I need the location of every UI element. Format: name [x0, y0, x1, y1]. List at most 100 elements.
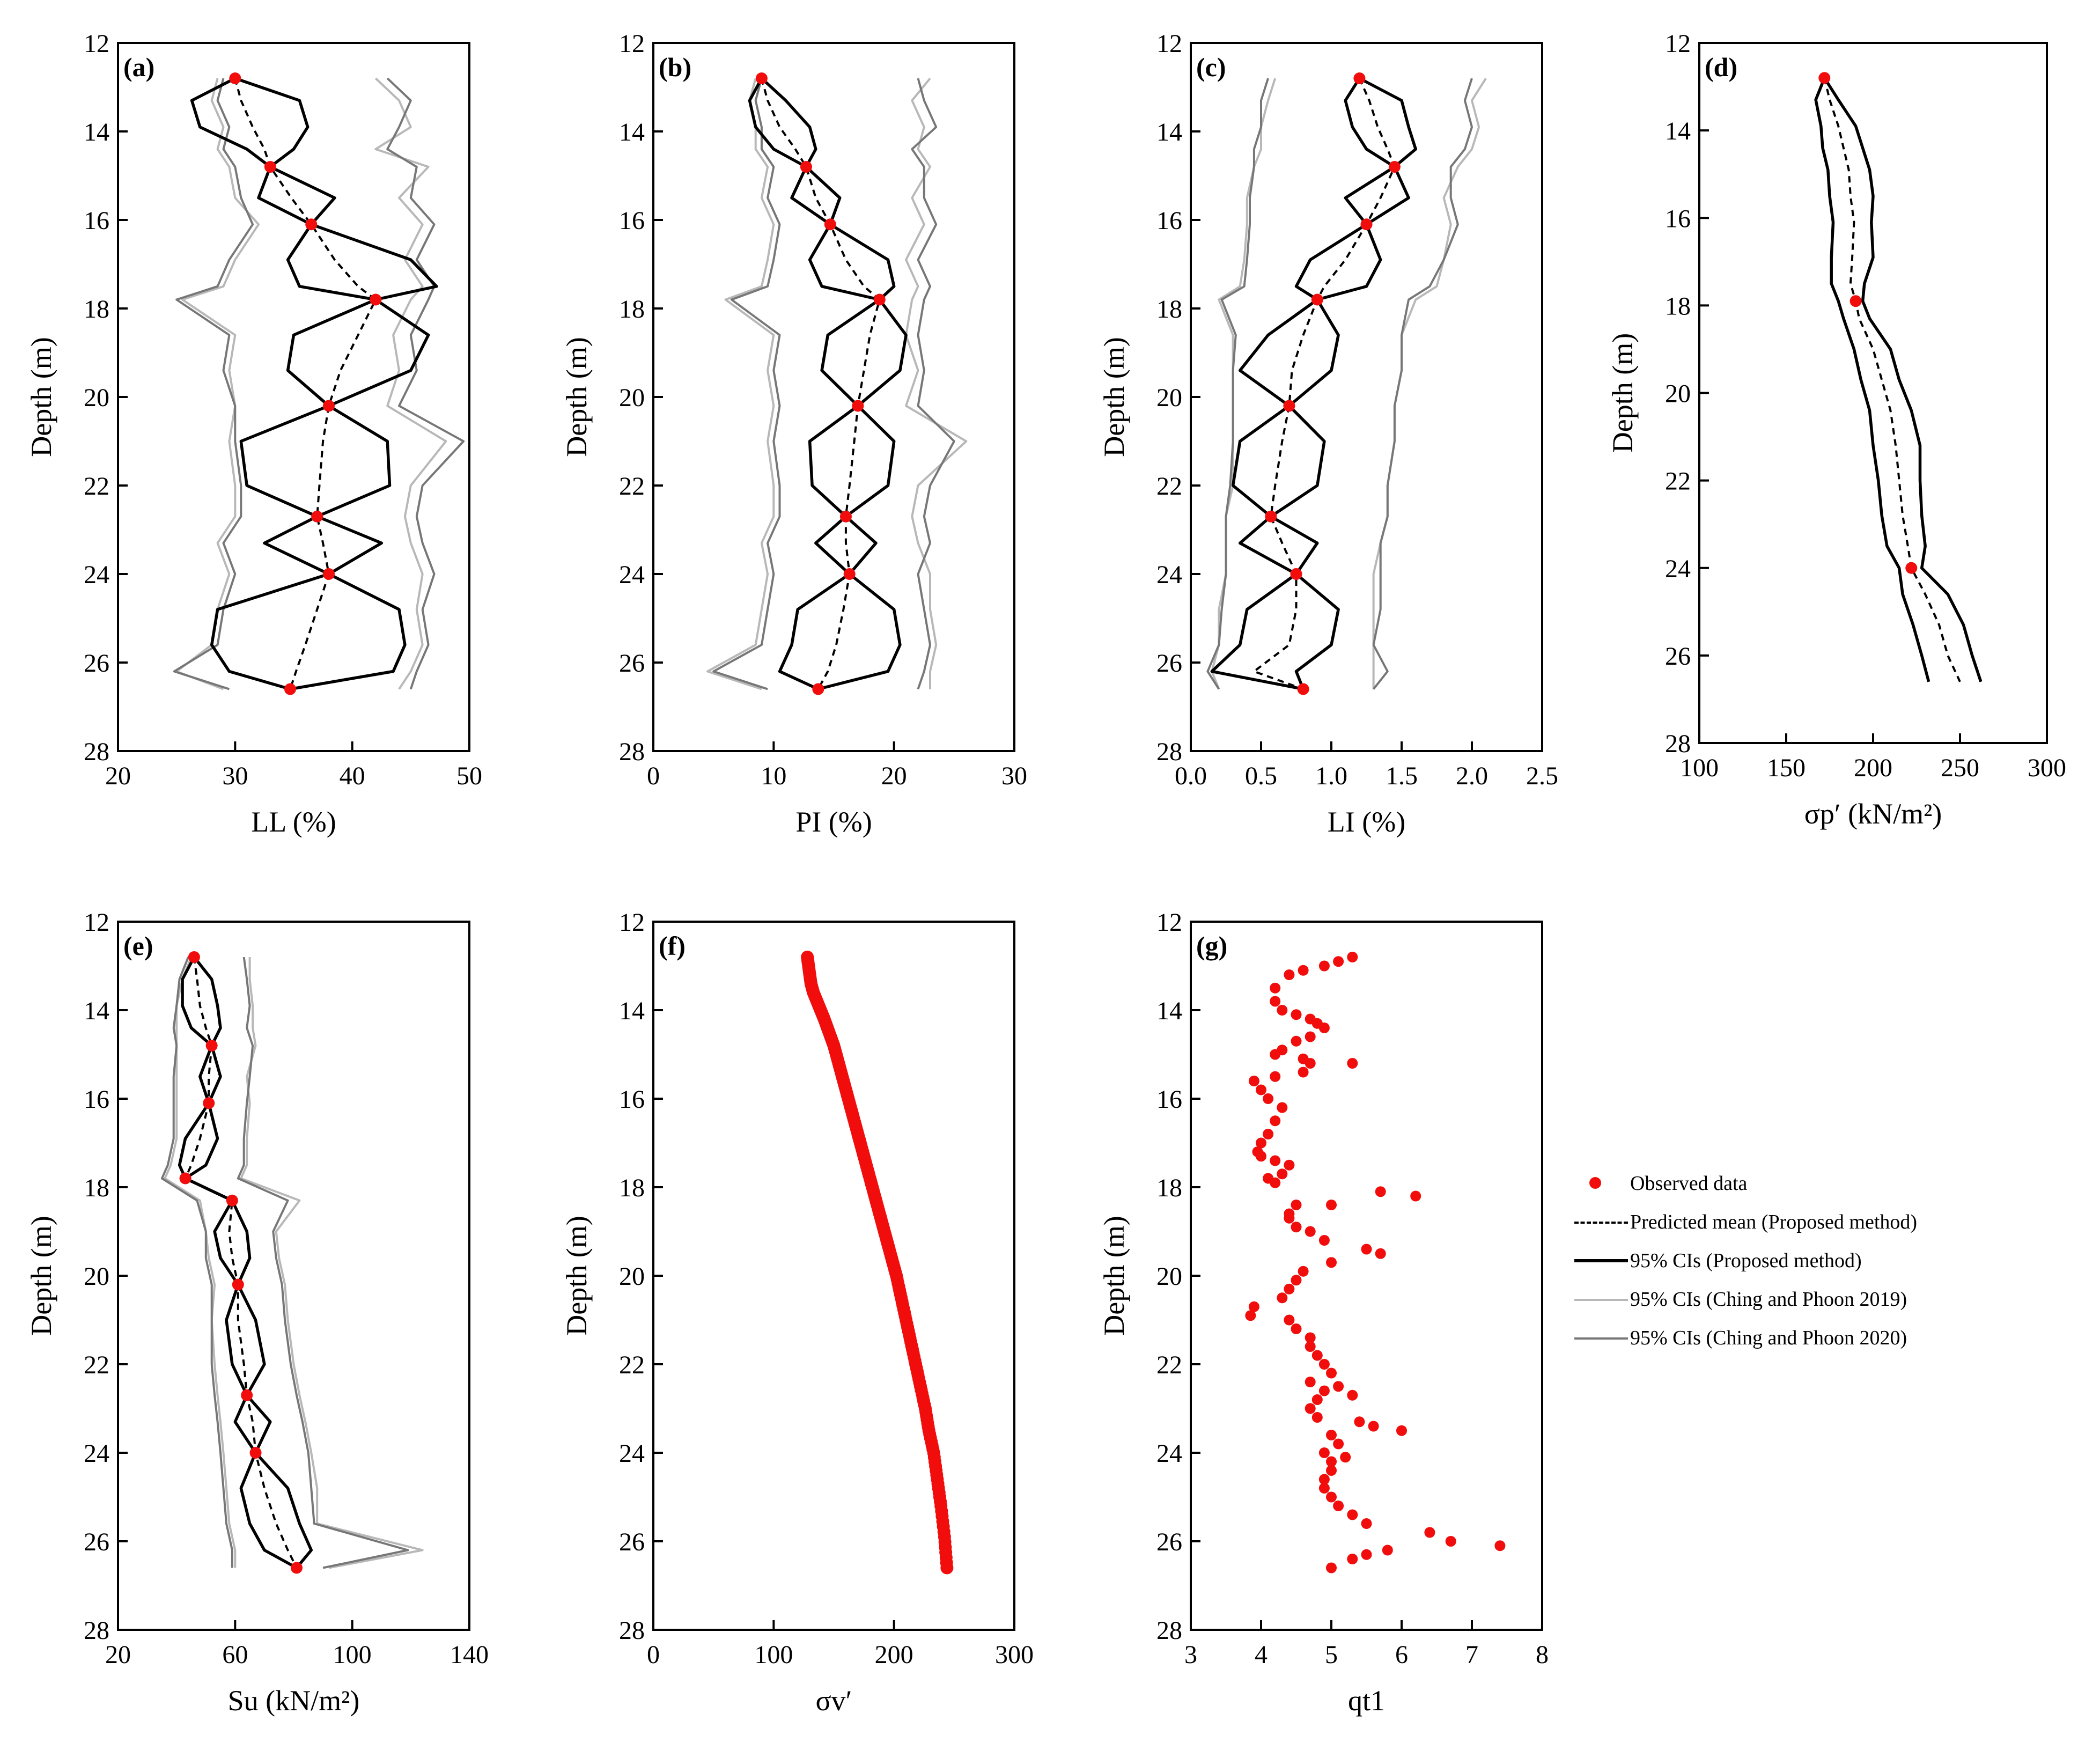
observed-point — [1311, 1412, 1323, 1423]
observed-point — [1263, 1093, 1274, 1104]
x-tick-label: 0 — [647, 762, 660, 790]
observed-point — [1277, 1102, 1288, 1113]
legend-key-observed — [1574, 1173, 1628, 1194]
y-tick-label: 26 — [619, 649, 645, 678]
y-tick-label: 20 — [619, 1262, 645, 1291]
observed-point — [1445, 1536, 1456, 1547]
observed-point — [1263, 1129, 1274, 1139]
observed-point — [1333, 956, 1344, 967]
observed-point — [264, 161, 276, 173]
x-tick-label: 100 — [754, 1641, 793, 1669]
y-tick-label: 14 — [1156, 997, 1182, 1025]
ci-2020-upper-line — [1372, 78, 1473, 690]
x-tick-label: 10 — [761, 762, 786, 790]
y-tick-label: 26 — [84, 649, 109, 678]
observed-point — [1353, 72, 1366, 84]
legend-key-mean — [1574, 1211, 1628, 1233]
y-tick-label: 18 — [1156, 295, 1182, 323]
ci-2020-upper-line — [386, 77, 465, 690]
observed-point — [1347, 1554, 1358, 1564]
y-tick-label: 14 — [619, 997, 645, 1025]
legend: Observed data Predicted mean (Proposed m… — [1574, 1164, 2089, 1357]
observed-point — [1333, 1438, 1344, 1450]
x-tick-label: 300 — [995, 1641, 1034, 1669]
y-axis-label: Depth (m) — [561, 1216, 593, 1335]
x-tick-label: 20 — [881, 762, 907, 790]
y-tick-label: 16 — [1156, 1085, 1182, 1114]
observed-point — [1284, 1283, 1295, 1295]
observed-point — [1305, 1377, 1316, 1387]
legend-label-ci-proposed: 95% CIs (Proposed method) — [1630, 1249, 1862, 1272]
observed-point — [1277, 1168, 1288, 1180]
observed-point — [1318, 1359, 1330, 1370]
observed-point — [1270, 1115, 1281, 1127]
y-tick-label: 14 — [1156, 118, 1182, 146]
observed-point — [249, 1447, 262, 1459]
ci-proposed-lower-line — [1210, 77, 1396, 691]
observed-point — [1311, 1394, 1323, 1405]
observed-point — [1311, 1350, 1323, 1361]
x-tick-label: 3 — [1184, 1641, 1197, 1669]
y-axis-label: Depth (m) — [561, 337, 593, 457]
observed-point — [1305, 1341, 1316, 1352]
x-tick-label: 140 — [450, 1641, 489, 1669]
observed-point — [1245, 1310, 1256, 1321]
x-tick-label: 150 — [1767, 754, 1806, 782]
ci-2020-lower-line — [712, 78, 781, 690]
ci-2020-lower-line — [1206, 78, 1270, 690]
x-tick-label: 200 — [875, 1641, 913, 1669]
panel-b: 12 14 16 18 20 22 24 26 280 10 20 30 (b) Depth (m) PI … — [561, 30, 1027, 838]
observed-point — [311, 510, 323, 523]
observed-point — [1318, 960, 1330, 972]
observed-point — [1818, 72, 1831, 84]
panel-label: (b) — [659, 52, 691, 82]
y-tick-label: 20 — [619, 384, 645, 412]
panel-f: 12 14 16 18 20 22 24 26 280 100 200 300 (f) Depth (m)… — [561, 908, 1034, 1717]
y-tick-label: 28 — [619, 1616, 645, 1645]
observed-point — [800, 161, 812, 173]
x-tick-label: 2.5 — [1526, 762, 1558, 790]
observed-point — [1305, 1332, 1316, 1343]
y-axis-label: Depth (m) — [1098, 1216, 1130, 1335]
panel-label: (f) — [659, 931, 686, 961]
observed-point — [1284, 1314, 1295, 1326]
observed-point — [1284, 1159, 1295, 1171]
observed-point — [1256, 1084, 1266, 1095]
x-tick-label: 1.5 — [1386, 762, 1418, 790]
x-tick-label: 250 — [1941, 754, 1979, 782]
ci-2019-lower-line — [706, 78, 775, 690]
observed-point — [1347, 1389, 1358, 1401]
observed-point — [1277, 1005, 1288, 1016]
y-tick-label: 12 — [84, 908, 109, 937]
observed-point — [1291, 1323, 1302, 1334]
y-tick-label: 22 — [84, 472, 109, 501]
x-tick-label: 1.0 — [1315, 762, 1347, 790]
legend-label-ci-2019: 95% CIs (Ching and Phoon 2019) — [1630, 1288, 1907, 1311]
observed-point — [1305, 1403, 1316, 1414]
x-tick-label: 60 — [222, 1641, 248, 1669]
y-tick-label: 28 — [619, 738, 645, 766]
observed-point — [1318, 1474, 1330, 1485]
y-tick-label: 14 — [84, 118, 109, 146]
ci-2019-upper-line — [240, 957, 424, 1569]
y-tick-label: 22 — [1156, 472, 1182, 501]
observed-point — [1326, 1465, 1337, 1476]
legend-observed: Observed data — [1574, 1164, 2089, 1203]
y-tick-label: 24 — [1156, 561, 1182, 589]
x-tick-label: 20 — [105, 1641, 131, 1669]
legend-key-ci-2019 — [1574, 1289, 1628, 1310]
observed-point — [1248, 1076, 1259, 1086]
observed-point — [370, 293, 382, 306]
x-axis-label: LL (%) — [251, 806, 336, 838]
y-tick-label: 22 — [1665, 467, 1691, 496]
legend-mean: Predicted mean (Proposed method) — [1574, 1203, 2089, 1241]
observed-point — [179, 1172, 191, 1185]
y-tick-label: 12 — [619, 908, 645, 937]
x-tick-label: 40 — [340, 762, 365, 790]
y-tick-label: 12 — [1156, 30, 1182, 58]
legend-key-ci-proposed — [1574, 1250, 1628, 1271]
ci-proposed-upper-line — [761, 77, 908, 691]
y-tick-label: 16 — [1156, 207, 1182, 235]
observed-point — [873, 293, 886, 306]
